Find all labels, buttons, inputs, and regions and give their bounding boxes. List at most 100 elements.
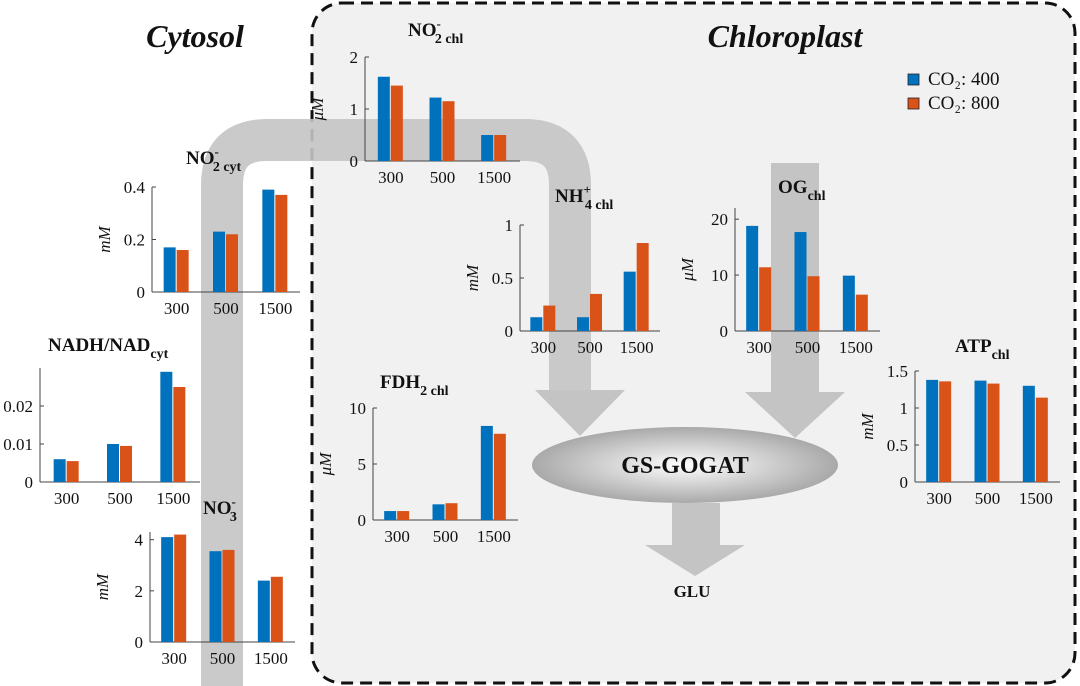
x-tick-label: 300 xyxy=(746,338,772,357)
title-sub: 4 chl xyxy=(585,198,614,213)
bar xyxy=(176,250,189,292)
bar xyxy=(163,247,176,292)
x-tick-label: 300 xyxy=(161,649,187,668)
x-tick-label: 500 xyxy=(210,649,236,668)
title-sub: chl xyxy=(992,348,1010,363)
bar-chart: 0 0.5 1 1.5 mM 300 500 1500 ATPchl xyxy=(858,336,1060,508)
title-base: FDH xyxy=(380,372,420,393)
bar xyxy=(377,76,390,161)
bar xyxy=(855,294,868,331)
bar xyxy=(481,135,494,161)
y-tick-label: 0 xyxy=(900,473,909,492)
bar-chart: 0 0.01 0.02 300 500 1500 NADH/NADcyt xyxy=(3,335,200,508)
y-tick-label: 0 xyxy=(25,473,34,492)
bar xyxy=(262,189,275,292)
bar xyxy=(120,445,132,482)
title-base: NADH/NAD xyxy=(48,335,150,356)
y-tick-label: 0 xyxy=(505,322,514,341)
title-base: NO xyxy=(186,148,215,169)
arrow-head xyxy=(535,390,625,436)
y-tick-label: 0.4 xyxy=(124,178,146,197)
x-tick-label: 1500 xyxy=(477,527,511,546)
bar xyxy=(174,534,187,642)
bar xyxy=(213,231,225,292)
bar xyxy=(222,549,235,642)
chloroplast-label: Chloroplast xyxy=(708,18,864,54)
glu-arrow xyxy=(672,503,720,547)
title-sup: - xyxy=(437,16,441,31)
y-axis-label: mM xyxy=(95,225,114,252)
bar xyxy=(275,194,288,292)
bar xyxy=(623,271,636,331)
arrow-head xyxy=(745,392,845,438)
legend-swatch xyxy=(907,97,920,110)
title-sup: - xyxy=(232,494,236,509)
bar xyxy=(384,511,397,520)
y-tick-label: 1 xyxy=(900,399,909,418)
bar xyxy=(480,425,493,520)
chart-title: NH+ 4 chl xyxy=(555,182,613,213)
bar xyxy=(493,433,506,520)
bar xyxy=(926,379,939,482)
x-tick-label: 1500 xyxy=(839,338,873,357)
x-tick-label: 1500 xyxy=(258,299,292,318)
y-tick-label: 2 xyxy=(350,48,359,67)
bar xyxy=(987,383,1000,482)
y-tick-label: 0.2 xyxy=(124,231,145,250)
bar xyxy=(974,380,987,482)
legend: CO₂: 400 CO₂: 800 xyxy=(907,69,1000,114)
title-sub: 2 chl xyxy=(420,384,449,399)
bar xyxy=(759,267,772,331)
bar xyxy=(1022,385,1035,482)
title-sub: 2 chl xyxy=(435,32,464,47)
legend-label: CO₂: 400 xyxy=(928,69,1000,90)
bar xyxy=(1035,397,1048,482)
y-tick-label: 0.5 xyxy=(887,436,908,455)
chart-title: NADH/NADcyt xyxy=(48,335,169,362)
chart-title: ATPchl xyxy=(955,336,1010,363)
bar xyxy=(209,551,222,642)
y-axis-label: mM xyxy=(463,264,482,291)
x-tick-label: 1500 xyxy=(620,338,654,357)
y-tick-label: 1 xyxy=(505,216,514,235)
y-axis-label: μM xyxy=(678,257,697,282)
bar xyxy=(66,461,79,482)
bar xyxy=(442,101,455,161)
title-sup: - xyxy=(215,144,219,159)
y-tick-label: 1 xyxy=(350,100,359,119)
bar-chart: 0 10 20 μM 300 500 1500 OGchl xyxy=(678,177,880,357)
y-tick-label: 0.02 xyxy=(3,397,33,416)
y-tick-label: 0 xyxy=(135,633,144,652)
bar xyxy=(173,387,186,482)
bar-chart: 0 1 2 μM 300 500 1500 NO-2 chl xyxy=(308,16,520,187)
y-tick-label: 20 xyxy=(711,210,728,229)
x-tick-label: 1500 xyxy=(477,168,511,187)
x-tick-label: 500 xyxy=(433,527,459,546)
y-tick-label: 0.01 xyxy=(3,435,33,454)
y-axis-label: mM xyxy=(93,573,112,600)
title-sup: + xyxy=(584,182,591,197)
y-tick-label: 0 xyxy=(137,283,146,302)
y-tick-label: 2 xyxy=(135,582,144,601)
chart-title: NO-2 cyt xyxy=(186,144,242,175)
bar xyxy=(161,537,174,642)
y-tick-label: 0.5 xyxy=(492,269,513,288)
y-tick-label: 0 xyxy=(350,152,359,171)
title-sub: 3 xyxy=(230,510,237,525)
x-tick-label: 300 xyxy=(531,338,557,357)
y-axis-label: μM xyxy=(316,452,335,477)
title-base: NO xyxy=(408,20,437,41)
y-axis-label: mM xyxy=(858,412,877,439)
bar xyxy=(397,511,410,520)
x-tick-label: 300 xyxy=(384,527,410,546)
enzyme-label: GS-GOGAT xyxy=(621,453,749,479)
bar xyxy=(445,503,458,520)
bar xyxy=(107,444,119,482)
y-tick-label: 1.5 xyxy=(887,362,908,381)
bar xyxy=(432,504,445,520)
y-tick-label: 5 xyxy=(358,455,367,474)
bar xyxy=(746,225,759,331)
bar xyxy=(53,459,66,482)
y-tick-label: 10 xyxy=(349,399,366,418)
